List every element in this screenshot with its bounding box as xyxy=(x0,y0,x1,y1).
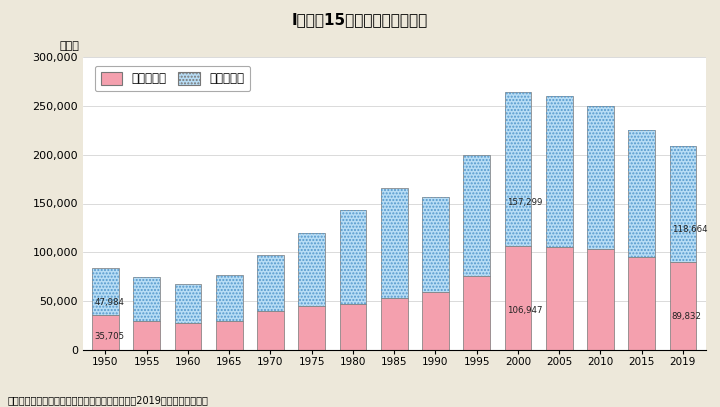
Bar xyxy=(505,245,531,350)
Text: I－特－15図　離婚件数の推移: I－特－15図 離婚件数の推移 xyxy=(292,12,428,27)
Text: 118,664: 118,664 xyxy=(672,225,707,234)
Bar xyxy=(505,92,531,245)
Bar xyxy=(670,262,696,350)
Bar xyxy=(257,311,284,350)
Text: 47,984: 47,984 xyxy=(94,298,124,306)
Bar xyxy=(257,255,284,311)
Bar xyxy=(174,323,202,350)
Bar xyxy=(92,268,119,315)
Text: 106,947: 106,947 xyxy=(507,306,542,315)
Bar xyxy=(463,155,490,276)
Bar xyxy=(174,284,202,323)
Bar xyxy=(629,130,655,257)
Bar xyxy=(422,292,449,350)
Text: （備考）厚生労働省「人口動態統計」（令和元（2019）年）より作成。: （備考）厚生労働省「人口動態統計」（令和元（2019）年）より作成。 xyxy=(7,395,208,405)
Text: 157,299: 157,299 xyxy=(507,198,542,207)
Bar xyxy=(216,321,243,350)
Bar xyxy=(133,321,160,350)
Bar xyxy=(340,210,366,304)
Bar xyxy=(670,147,696,262)
Bar xyxy=(216,275,243,321)
Bar xyxy=(340,304,366,350)
Bar xyxy=(298,233,325,306)
Text: 35,705: 35,705 xyxy=(94,332,125,341)
Bar xyxy=(629,257,655,350)
Bar xyxy=(422,197,449,292)
Bar xyxy=(133,277,160,321)
Bar xyxy=(381,298,408,350)
Bar xyxy=(298,306,325,350)
Text: （件）: （件） xyxy=(60,41,80,51)
Text: 89,832: 89,832 xyxy=(672,312,701,321)
Bar xyxy=(381,188,408,298)
Bar xyxy=(463,276,490,350)
Bar xyxy=(546,96,572,247)
Bar xyxy=(546,247,572,350)
Legend: 子どもなし, 子どもあり: 子どもなし, 子どもあり xyxy=(95,66,250,91)
Bar xyxy=(587,106,614,249)
Bar xyxy=(587,249,614,350)
Bar xyxy=(92,315,119,350)
